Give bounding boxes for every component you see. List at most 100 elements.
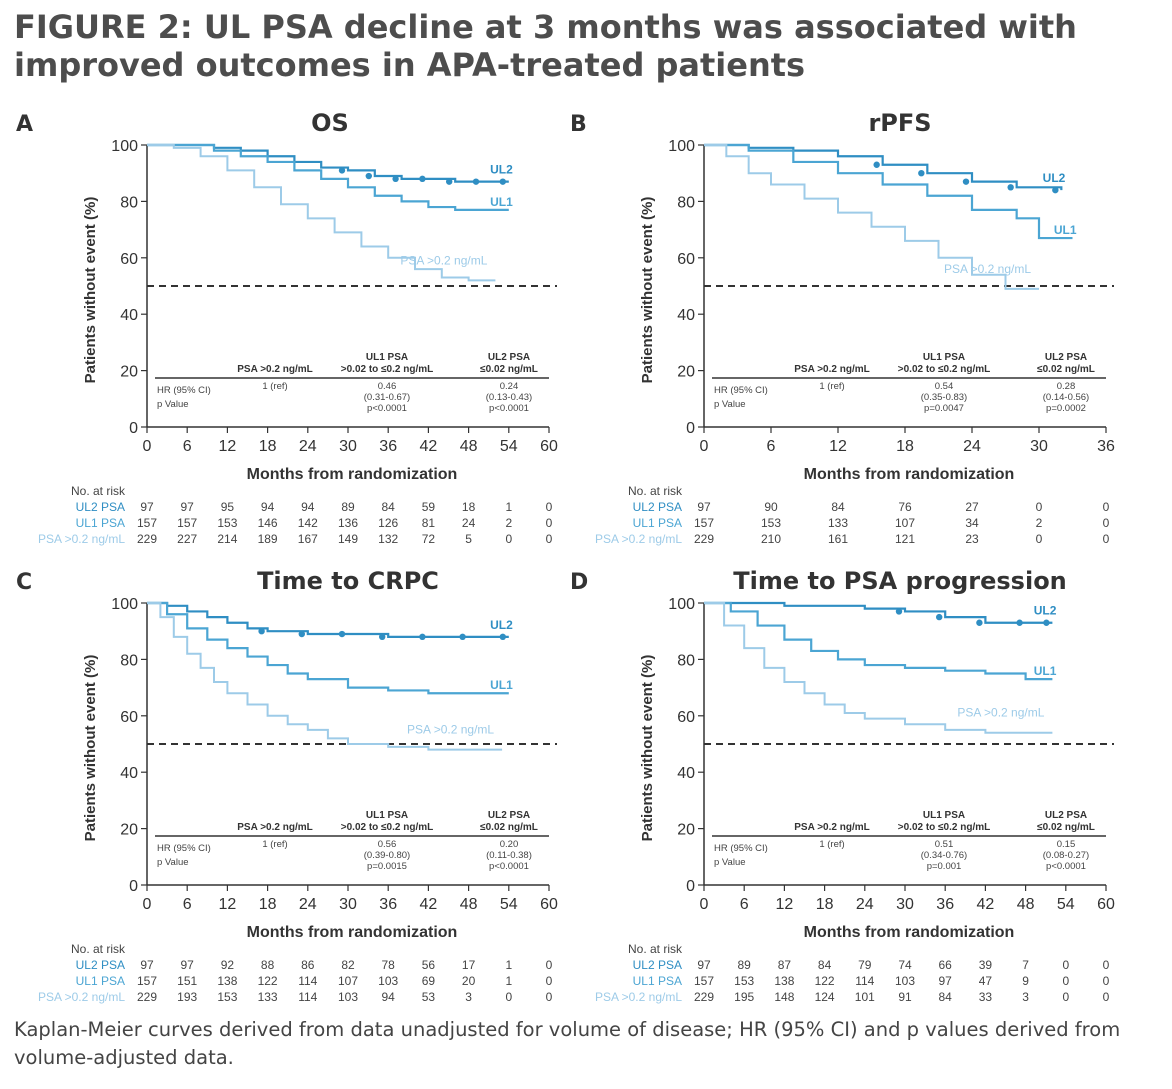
censor-mark [936, 613, 943, 621]
hr-table-cell: p=0.0002 [1046, 403, 1086, 414]
risk-count: 59 [421, 500, 436, 514]
x-tick-label: 24 [299, 438, 317, 455]
risk-count: 0 [1102, 958, 1110, 972]
risk-table-row: UL1 PSA 157 151 138 122 114 107 103 69 20 1 0 [0, 973, 1172, 989]
y-tick-label: 20 [120, 364, 138, 381]
hr-table-cell: p<0.0001 [367, 403, 407, 414]
risk-count: 0 [545, 516, 553, 530]
curve-label: UL1 [1034, 664, 1057, 678]
x-tick-label: 24 [963, 438, 981, 455]
x-tick-label: 30 [1030, 438, 1048, 455]
risk-count: 0 [1102, 990, 1110, 1004]
x-tick-label: 42 [420, 896, 438, 913]
risk-count: 76 [898, 500, 912, 514]
risk-count: 101 [854, 990, 875, 1004]
risk-count: 7 [1022, 958, 1029, 972]
x-tick-label: 36 [1097, 438, 1115, 455]
risk-count: 0 [1035, 500, 1043, 514]
y-tick-label: 60 [677, 709, 695, 726]
risk-count: 126 [378, 516, 399, 530]
curve-label: PSA >0.2 ng/mL [400, 253, 487, 267]
hr-table-header: PSA >0.2 ng/mL [794, 364, 869, 375]
risk-count: 2 [1035, 516, 1043, 530]
curve-label: PSA >0.2 ng/mL [407, 723, 494, 737]
hr-table-cell: 0.24 [500, 381, 519, 392]
censor-mark [1016, 619, 1023, 626]
risk-count: 103 [378, 974, 399, 988]
risk-count: 97 [180, 958, 194, 972]
risk-count: 90 [764, 500, 778, 514]
risk-count: 33 [978, 990, 993, 1004]
risk-count: 114 [855, 974, 875, 988]
risk-count: 0 [1102, 500, 1110, 514]
hr-table-header: UL1 PSA [366, 352, 408, 363]
hr-table-header: PSA >0.2 ng/mL [237, 822, 312, 833]
curve-ul1 [147, 143, 509, 211]
curve-ul1 [147, 601, 509, 695]
risk-count: 86 [301, 958, 315, 972]
risk-count: 23 [965, 532, 979, 546]
risk-count: 88 [260, 958, 275, 972]
hr-table-header: ≤0.02 ng/mL [1037, 364, 1095, 375]
hr-table-header: UL1 PSA [366, 810, 408, 821]
x-tick-label: 42 [420, 438, 438, 455]
y-tick-label: 40 [677, 307, 695, 324]
hr-table-cell: p=0.0047 [924, 403, 964, 414]
y-tick-label: 80 [120, 194, 138, 211]
x-axis-label: Months from randomization [247, 924, 458, 941]
hr-table-header: PSA >0.2 ng/mL [794, 822, 869, 833]
risk-count: 103 [894, 974, 916, 988]
x-tick-label: 0 [700, 896, 709, 913]
hr-table-cell: (0.34-0.76) [921, 850, 967, 861]
hr-table-row-label: HR (95% CI) [714, 385, 768, 396]
curve-label: UL1 [490, 678, 513, 692]
hr-table-cell: 1 (ref) [262, 839, 287, 850]
risk-count: 157 [177, 516, 198, 530]
risk-table-row: PSA >0.2 ng/mL 229 193 153 133 114 103 94 53 3 0 0 [0, 989, 1172, 1005]
risk-row-label: PSA >0.2 ng/mL [594, 532, 682, 546]
risk-table-row: PSA >0.2 ng/mL 229 195 148 124 101 91 84 33 3 0 0 [0, 989, 1172, 1005]
risk-table-title: No. at risk [70, 942, 125, 956]
risk-row-label: UL1 PSA [75, 516, 125, 530]
hr-table-cell: p<0.0001 [489, 861, 529, 872]
risk-table-row: UL2 PSA 97 97 92 88 86 82 78 56 17 1 0 [0, 957, 1172, 973]
x-tick-label: 48 [1017, 896, 1035, 913]
y-tick-label: 40 [120, 307, 138, 324]
hr-table-cell: (0.39-0.80) [364, 850, 410, 861]
risk-count: 92 [220, 958, 235, 972]
risk-count: 66 [938, 958, 952, 972]
hr-table-row-label: p Value [714, 857, 746, 868]
y-tick-label: 0 [686, 420, 695, 437]
risk-count: 157 [693, 974, 715, 988]
hr-table-row-label: p Value [157, 857, 189, 868]
censor-mark [365, 172, 372, 180]
risk-count: 95 [220, 500, 235, 514]
hr-table-header: UL1 PSA [923, 352, 965, 363]
curve-psa-0-2-ng-ml [147, 144, 496, 282]
panel-d: D Time to PSA progression 0 20 40 60 80 100 0 6 12… [570, 567, 1115, 941]
curve-ul2 [147, 601, 509, 638]
risk-count: 124 [814, 990, 835, 1004]
risk-table-row: PSA >0.2 ng/mL 229 210 161 121 23 0 0 [0, 531, 1172, 547]
hr-table-header: >0.02 to ≤0.2 ng/mL [341, 364, 433, 375]
risk-count: 161 [827, 532, 849, 546]
panel-title: OS [311, 109, 349, 137]
panel-letter: B [570, 112, 587, 137]
hr-table-header: UL2 PSA [1045, 810, 1087, 821]
y-axis-label: Patients without event (%) [639, 197, 656, 384]
hr-table-cell: 0.54 [935, 381, 954, 392]
x-axis-label: Months from randomization [804, 924, 1015, 941]
risk-count: 148 [774, 990, 795, 1004]
risk-count: 1 [505, 500, 513, 514]
x-tick-label: 60 [540, 438, 558, 455]
risk-count: 0 [1062, 958, 1070, 972]
risk-count: 84 [381, 500, 395, 514]
risk-count: 97 [697, 958, 711, 972]
risk-count: 3 [1022, 990, 1029, 1004]
hr-table-header: UL1 PSA [923, 810, 965, 821]
hr-table-cell: (0.08-0.27) [1043, 850, 1089, 861]
risk-table-row: UL1 PSA 157 153 133 107 34 2 0 [0, 515, 1172, 531]
risk-count: 0 [545, 974, 553, 988]
